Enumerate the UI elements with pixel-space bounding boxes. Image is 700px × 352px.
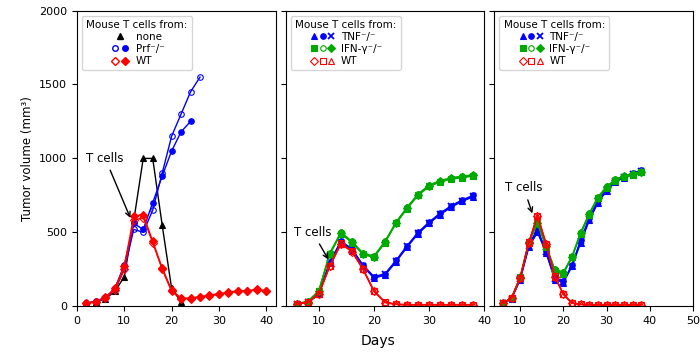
Text: T cells: T cells: [294, 226, 331, 258]
Legend: TNF⁻/⁻, IFN-γ⁻/⁻, WT: TNF⁻/⁻, IFN-γ⁻/⁻, WT: [500, 16, 609, 70]
Legend: TNF⁻/⁻, IFN-γ⁻/⁻, WT: TNF⁻/⁻, IFN-γ⁻/⁻, WT: [291, 16, 400, 70]
Y-axis label: Tumor volume (mm³): Tumor volume (mm³): [20, 96, 34, 221]
Text: T cells: T cells: [87, 152, 130, 216]
Text: T cells: T cells: [505, 182, 542, 212]
Text: Days: Days: [360, 334, 395, 348]
Legend: none, Prf⁻/⁻, WT: none, Prf⁻/⁻, WT: [82, 16, 192, 70]
